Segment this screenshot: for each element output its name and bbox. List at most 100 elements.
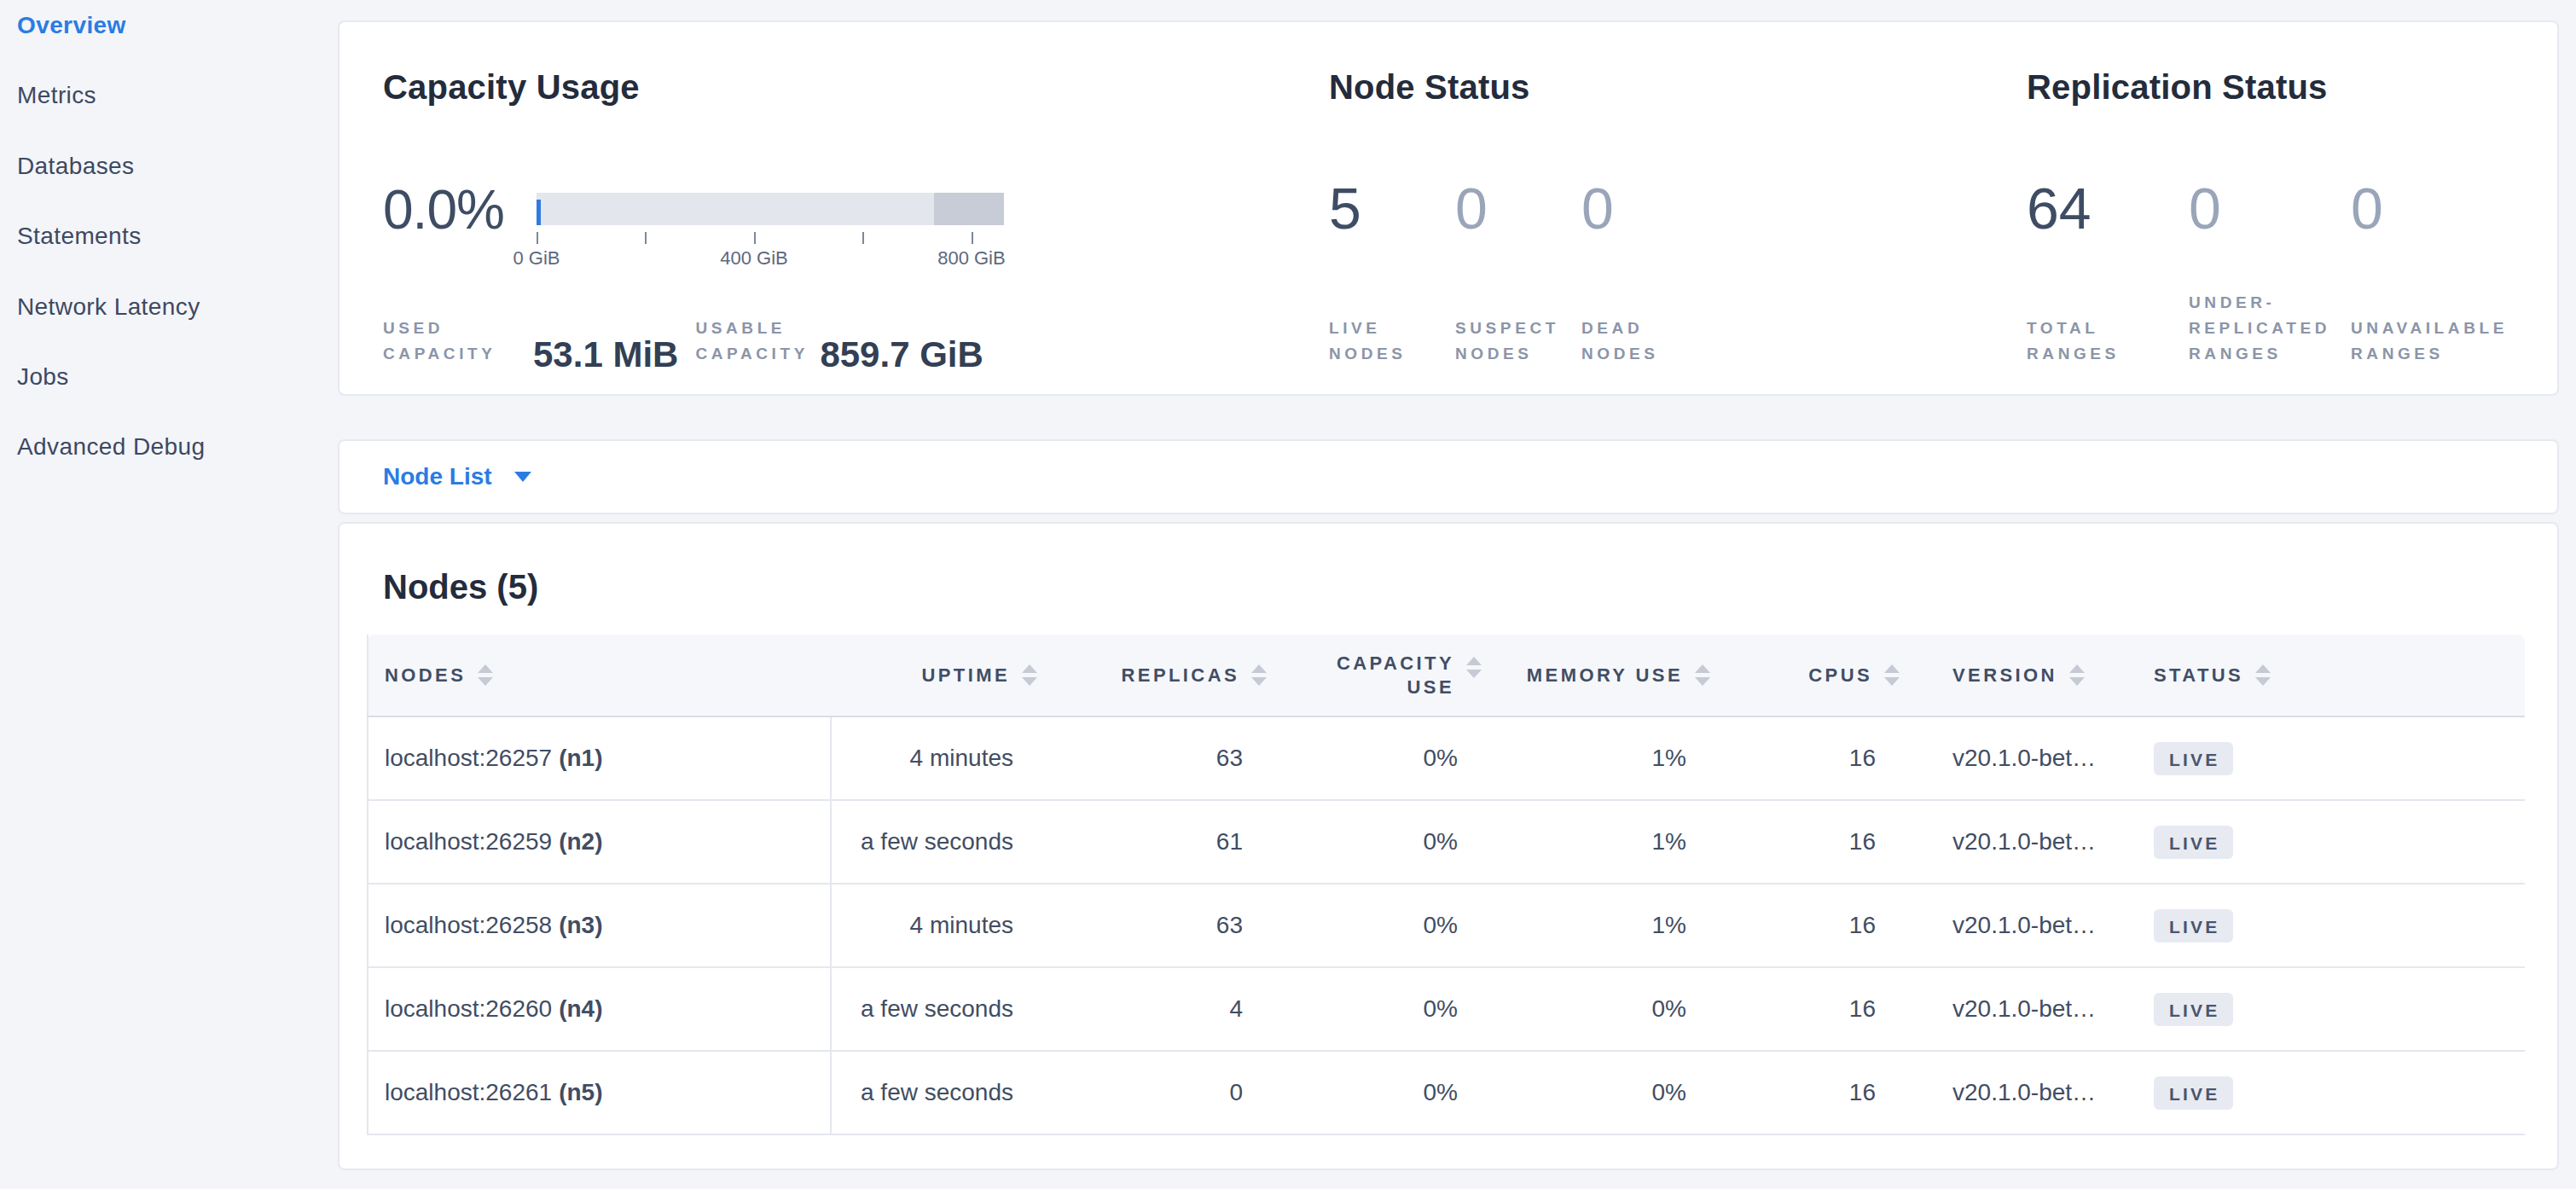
status-badge: LIVE — [2154, 993, 2233, 1026]
axis-tick — [972, 232, 973, 244]
node-id: (n2) — [559, 828, 602, 855]
capacity-bar-nonusable — [934, 193, 1004, 225]
node-version: v20.1.0-bet… — [1916, 716, 2138, 800]
axis-tick — [862, 232, 864, 244]
node-memory-use: 1% — [1498, 800, 1726, 884]
sort-icon — [1466, 657, 1482, 678]
node-capacity-use: 0% — [1283, 800, 1498, 884]
node-row-4[interactable]: localhost:26260(n4) a few seconds 4 0% 0… — [368, 967, 2525, 1051]
dead-nodes-label: DEAD NODES — [1581, 316, 1680, 367]
capacity-usage-title: Capacity Usage — [383, 68, 640, 107]
node-id: (n5) — [559, 1079, 602, 1105]
node-address[interactable]: localhost:26258 — [385, 912, 552, 938]
node-address[interactable]: localhost:26259 — [385, 828, 552, 855]
node-version: v20.1.0-bet… — [1916, 967, 2138, 1051]
node-replicas: 63 — [1053, 884, 1283, 967]
sidebar-item-advanced-debug[interactable]: Advanced Debug — [17, 433, 338, 461]
overview-page: Overview Metrics Databases Statements Ne… — [0, 0, 2576, 1189]
sidebar-item-network-latency[interactable]: Network Latency — [17, 293, 338, 321]
axis-tick — [645, 232, 647, 244]
node-capacity-use: 0% — [1283, 884, 1498, 967]
sort-icon — [478, 664, 493, 686]
total-ranges-stat: 64 TOTAL RANGES — [2027, 165, 2189, 367]
status-badge: LIVE — [2154, 1076, 2233, 1110]
node-address[interactable]: localhost:26260 — [385, 995, 552, 1022]
live-nodes-label: LIVE NODES — [1329, 316, 1428, 367]
node-version: v20.1.0-bet… — [1916, 800, 2138, 884]
axis-tick-label: 0 GiB — [513, 247, 560, 270]
axis-tick-label: 800 GiB — [937, 247, 1006, 270]
column-header-version[interactable]: VERSION — [1916, 635, 2138, 716]
node-id: (n1) — [559, 745, 602, 771]
node-status-section: 5 LIVE NODES 0 SUSPECT NODES 0 DEAD NODE… — [1329, 165, 1708, 367]
cluster-summary-panel: Capacity Usage Node Status Replication S… — [338, 20, 2559, 396]
node-row-3[interactable]: localhost:26258(n3) 4 minutes 63 0% 1% 1… — [368, 884, 2525, 967]
column-header-nodes[interactable]: NODES — [368, 635, 831, 716]
under-replicated-ranges-stat: 0 UNDER-REPLICATED RANGES — [2189, 165, 2351, 367]
column-header-uptime[interactable]: UPTIME — [831, 635, 1053, 716]
used-capacity-label: USED CAPACITY — [383, 316, 490, 367]
node-address[interactable]: localhost:26261 — [385, 1079, 552, 1105]
column-header-replicas[interactable]: REPLICAS — [1053, 635, 1283, 716]
node-row-1[interactable]: localhost:26257(n1) 4 minutes 63 0% 1% 1… — [368, 716, 2525, 800]
dead-nodes-count: 0 — [1581, 179, 1708, 237]
axis-tick — [754, 232, 756, 244]
nodes-table: NODES UPTIME REPLICAS CAPACITY USE MEMOR… — [367, 635, 2525, 1135]
node-cpus: 16 — [1726, 716, 1916, 800]
column-header-status[interactable]: STATUS — [2138, 635, 2525, 716]
usable-capacity-value: 859.7 GiB — [820, 338, 983, 372]
sort-icon — [1022, 664, 1037, 686]
node-id: (n3) — [559, 912, 602, 938]
sidebar-item-metrics[interactable]: Metrics — [17, 82, 338, 109]
node-capacity-use: 0% — [1283, 716, 1498, 800]
node-address[interactable]: localhost:26257 — [385, 745, 552, 771]
sidebar: Overview Metrics Databases Statements Ne… — [0, 0, 338, 1189]
sidebar-item-overview[interactable]: Overview — [17, 12, 338, 39]
capacity-usage-section: 0.0% 0 GiB400 GiB800 GiB USED CAPACITY 5… — [383, 165, 1338, 367]
replication-status-title: Replication Status — [2027, 68, 2328, 107]
live-nodes-count: 5 — [1329, 179, 1455, 237]
node-memory-use: 0% — [1498, 1051, 1726, 1134]
sort-icon — [1884, 664, 1900, 686]
axis-tick — [537, 232, 538, 244]
node-list-panel: Node List — [338, 439, 2559, 514]
node-cpus: 16 — [1726, 800, 1916, 884]
axis-tick-label: 400 GiB — [720, 247, 788, 270]
sidebar-item-jobs[interactable]: Jobs — [17, 363, 338, 391]
suspect-nodes-count: 0 — [1455, 179, 1581, 237]
node-uptime: 4 minutes — [831, 716, 1053, 800]
node-cpus: 16 — [1726, 1051, 1916, 1134]
total-ranges-count: 64 — [2027, 179, 2189, 237]
status-badge: LIVE — [2154, 909, 2233, 942]
node-capacity-use: 0% — [1283, 1051, 1498, 1134]
node-list-dropdown[interactable]: Node List — [339, 441, 2557, 513]
column-header-cpus[interactable]: CPUS — [1726, 635, 1916, 716]
sidebar-item-databases[interactable]: Databases — [17, 153, 338, 180]
node-row-5[interactable]: localhost:26261(n5) a few seconds 0 0% 0… — [368, 1051, 2525, 1134]
live-nodes-stat: 5 LIVE NODES — [1329, 165, 1455, 367]
sort-icon — [1695, 664, 1710, 686]
nodes-table-title: Nodes (5) — [383, 568, 538, 606]
node-list-dropdown-label[interactable]: Node List — [383, 463, 492, 490]
status-badge: LIVE — [2154, 826, 2233, 859]
node-version: v20.1.0-bet… — [1916, 1051, 2138, 1134]
capacity-axis: 0 GiB400 GiB800 GiB — [537, 225, 1004, 270]
column-header-memory-use[interactable]: MEMORY USE — [1498, 635, 1726, 716]
sort-icon — [2069, 664, 2085, 686]
node-cpus: 16 — [1726, 967, 1916, 1051]
column-header-capacity-use[interactable]: CAPACITY USE — [1283, 635, 1498, 716]
sort-icon — [1251, 664, 1267, 686]
node-replicas: 0 — [1053, 1051, 1283, 1134]
nodes-table-panel: Nodes (5) NODES UPTIME REPLICAS CAPACITY… — [338, 522, 2559, 1170]
suspect-nodes-label: SUSPECT NODES — [1455, 316, 1554, 367]
node-memory-use: 0% — [1498, 967, 1726, 1051]
node-version: v20.1.0-bet… — [1916, 884, 2138, 967]
sidebar-item-statements[interactable]: Statements — [17, 223, 338, 250]
node-row-2[interactable]: localhost:26259(n2) a few seconds 61 0% … — [368, 800, 2525, 884]
capacity-bar-chart: 0 GiB400 GiB800 GiB — [537, 193, 1004, 270]
usable-capacity-label: USABLE CAPACITY — [695, 316, 803, 367]
node-uptime: a few seconds — [831, 967, 1053, 1051]
dead-nodes-stat: 0 DEAD NODES — [1581, 165, 1708, 367]
node-cpus: 16 — [1726, 884, 1916, 967]
node-replicas: 63 — [1053, 716, 1283, 800]
